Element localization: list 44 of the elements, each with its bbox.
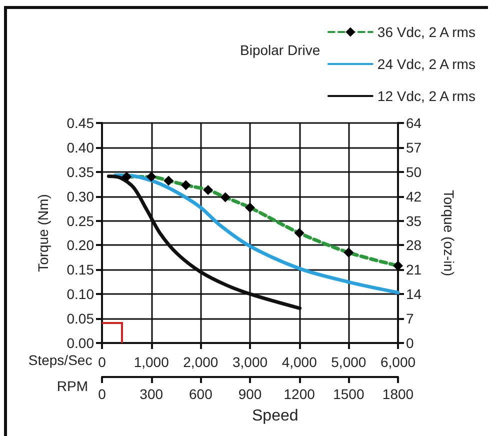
y2-tick-label: 42	[406, 188, 422, 204]
y-tick-label: 0.00	[66, 335, 94, 351]
y2-tick-label: 64	[406, 115, 422, 131]
chart-title: Bipolar Drive	[240, 42, 320, 58]
y-tick-label: 0.40	[66, 139, 94, 156]
x2-tick-label: 1800	[382, 386, 414, 402]
x2-tick-label: 0	[98, 386, 106, 402]
y2-tick-label: 28	[406, 237, 422, 254]
y2-tick-label: 7	[406, 310, 414, 327]
x-tick-label: 2,000	[183, 354, 218, 370]
y-tick-label: 0.30	[66, 188, 94, 204]
y2-tick-label: 21	[406, 262, 422, 278]
y-tick-label: 0.10	[66, 286, 94, 302]
x-tick-label: 6,000	[380, 354, 416, 370]
x-axis-title: Steps/Sec	[28, 352, 92, 368]
x2-tick-label: 900	[238, 386, 262, 402]
legend-label: 36 Vdc, 2 A rms	[377, 24, 476, 40]
y-tick-label: 0.25	[66, 212, 94, 229]
x-tick-label: 0	[98, 354, 106, 370]
y-tick-label: 0.35	[66, 164, 94, 180]
y-tick-label: 0.45	[66, 115, 94, 131]
text: Speed	[252, 408, 298, 424]
y-tick-label: 0.15	[66, 262, 94, 278]
y-axis-title: Torque (Nm)	[35, 194, 51, 272]
y-tick-label: 0.20	[66, 237, 94, 254]
x2-tick-label: 300	[140, 386, 164, 402]
y-tick-label: 0.05	[66, 310, 94, 327]
legend-label: 12 Vdc, 2 A rms	[377, 88, 476, 104]
y2-tick-label: 14	[406, 286, 422, 302]
y2-axis-title: Torque (oz-in)	[441, 190, 457, 276]
x2-tick-label: 1200	[284, 386, 316, 402]
y2-tick-label: 35	[406, 212, 422, 229]
legend-label: 24 Vdc, 2 A rms	[377, 56, 476, 72]
x-tick-label: 5,000	[331, 354, 366, 370]
x2-tick-label: 1500	[333, 386, 364, 402]
y2-tick-label: 50	[406, 164, 422, 180]
x-tick-label: 4,000	[282, 354, 318, 370]
line-series	[114, 174, 400, 294]
x-tick-label: 3,000	[232, 354, 268, 370]
x2-axis-title: RPM	[56, 378, 88, 394]
x2-tick-label: 600	[188, 386, 213, 402]
y2-tick-label: 0	[406, 335, 414, 351]
y2-tick-label: 57	[406, 139, 422, 156]
x-tick-label: 1,000	[134, 354, 170, 370]
